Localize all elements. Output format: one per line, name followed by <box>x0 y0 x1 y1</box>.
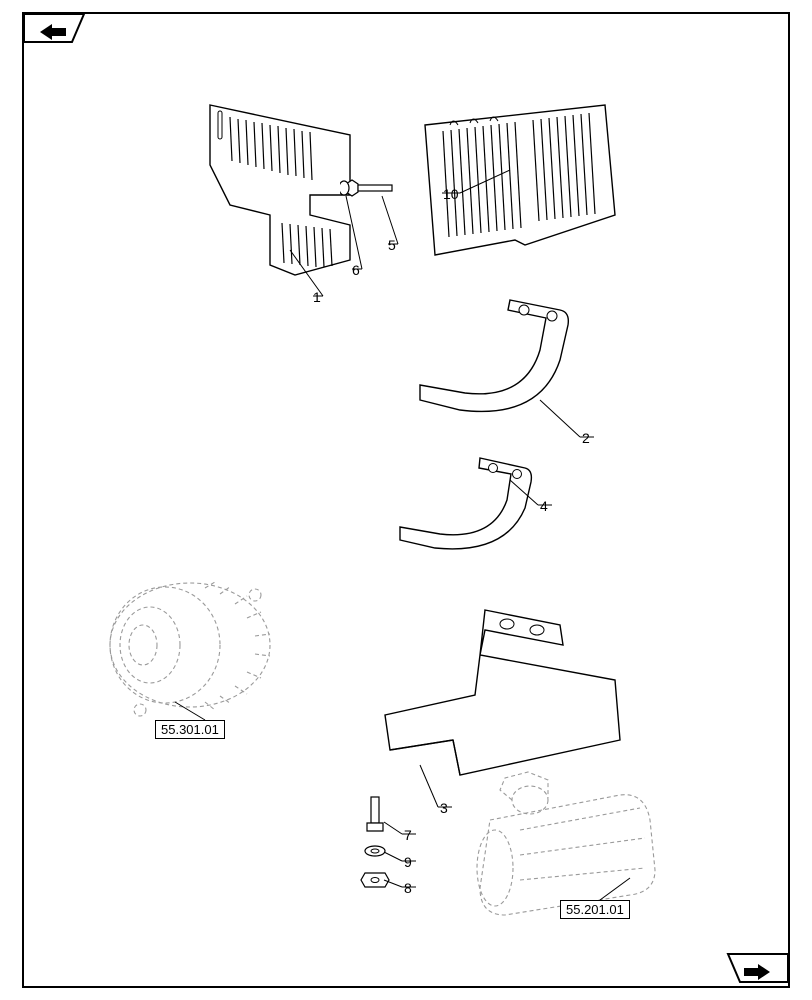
callout-4: 4 <box>540 498 548 514</box>
callout-9: 9 <box>404 854 412 870</box>
callout-7: 7 <box>404 827 412 843</box>
callout-5: 5 <box>388 237 396 253</box>
callout-3: 3 <box>440 800 448 816</box>
leader-lines <box>0 0 812 1000</box>
refbox-starter: 55.201.01 <box>560 900 630 919</box>
refbox-alternator: 55.301.01 <box>155 720 225 739</box>
callout-1: 1 <box>313 289 321 305</box>
callout-8: 8 <box>404 880 412 896</box>
callout-2: 2 <box>582 430 590 446</box>
callout-10: 10 <box>443 186 459 202</box>
callout-6: 6 <box>352 262 360 278</box>
